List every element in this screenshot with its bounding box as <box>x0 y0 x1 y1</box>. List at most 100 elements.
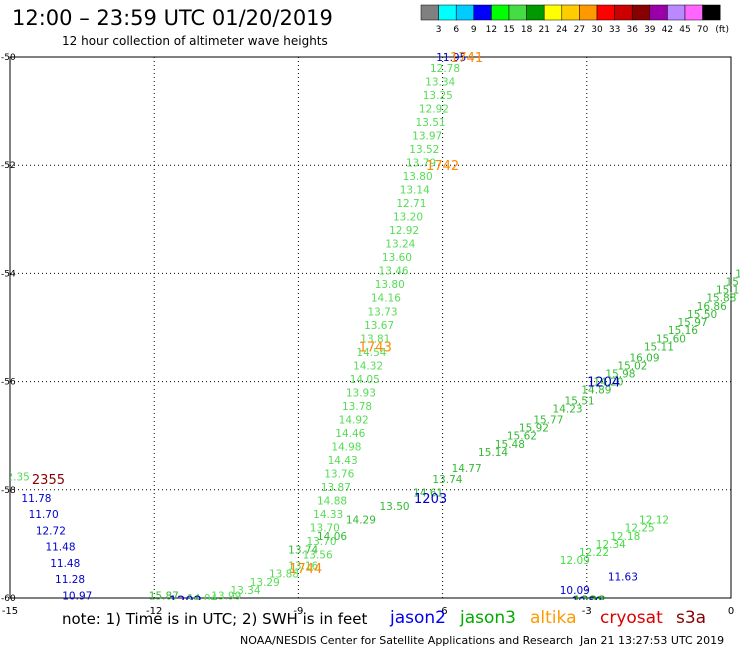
colorbar-swatch <box>438 4 457 21</box>
data-point-label: 14.23 <box>553 404 583 416</box>
data-point-label: 13.34 <box>425 76 455 88</box>
data-point-label: 15.02 <box>617 360 647 372</box>
colorbar-tick-label: 45 <box>679 25 690 35</box>
colorbar-tick-label: 18 <box>521 25 533 35</box>
x-tick-label: -12 <box>146 606 162 617</box>
data-point-label: 15.62 <box>507 431 537 443</box>
data-point-label: 14.92 <box>339 414 369 426</box>
data-point-label: 13.50 <box>380 501 410 513</box>
data-point-label: 13.80 <box>403 171 433 183</box>
footer-note: note: 1) Time is in UTC; 2) SWH is in fe… <box>62 610 368 628</box>
data-point-label: 13.87 <box>321 482 351 494</box>
data-point-label: 12.71 <box>396 198 426 210</box>
colorbar-tick-label: 30 <box>591 25 603 35</box>
data-point-label: 13.76 <box>324 469 354 481</box>
y-tick-label: -52 <box>1 161 16 171</box>
data-point-label: 16.09 <box>629 352 659 364</box>
data-point-label: 15.19 <box>716 285 740 297</box>
x-tick-label: -9 <box>293 606 303 617</box>
data-point-label: 12.72 <box>36 525 66 537</box>
data-point-label: 13.67 <box>364 320 394 332</box>
data-point-label: 14.16 <box>371 293 401 305</box>
legend-jason2: jason2 <box>390 608 446 628</box>
data-point-label: 13.93 <box>346 387 376 399</box>
x-tick-label: -3 <box>582 606 592 617</box>
data-point-label: 13.20 <box>393 212 423 224</box>
data-point-label: 15.48 <box>495 439 525 451</box>
data-point-label: 12.22 <box>579 547 609 559</box>
data-point-label: 13.24 <box>385 239 415 251</box>
colorbar-tick-label: 70 <box>697 25 709 35</box>
colorbar-swatch <box>526 4 545 21</box>
colorbar-tick-label: 36 <box>626 25 638 35</box>
data-point-label: 16.86 <box>697 301 727 313</box>
x-tick-label: -15 <box>2 606 18 617</box>
data-point-label: 15.16 <box>668 325 698 337</box>
colorbar-swatch <box>684 4 703 21</box>
colorbar-swatch <box>508 4 527 21</box>
data-point-label: 12.34 <box>596 539 626 551</box>
colorbar-swatch <box>561 4 580 21</box>
data-point-label: 15.11 <box>644 341 674 353</box>
data-point-label: 11.28 <box>55 574 85 586</box>
data-point-label: 10.97 <box>62 590 92 602</box>
data-point-label: 11.78 <box>21 493 51 505</box>
data-point-label: 13.74 <box>288 544 318 556</box>
data-point-label: 15.50 <box>687 309 717 321</box>
legend-cryosat: cryosat <box>600 608 663 628</box>
colorbar-swatch <box>631 4 651 21</box>
colorbar-tick-label: 15 <box>503 25 514 35</box>
data-point-label: 14.20 <box>593 377 623 389</box>
data-point-label: 13.60 <box>382 252 412 264</box>
data-point-label: 13.34 <box>230 585 260 597</box>
colorbar-swatch <box>702 4 721 21</box>
data-point-label: 14.04 <box>187 593 217 605</box>
colorbar-swatch <box>596 4 615 21</box>
data-point-label: 12.92 <box>419 103 449 115</box>
legend-altika: altika <box>530 608 577 628</box>
data-point-label: 13.29 <box>250 577 280 589</box>
data-point-label: 15.60 <box>656 333 686 345</box>
data-point-label: 15.51 <box>565 396 595 408</box>
colorbar-tick-label: 33 <box>609 25 620 35</box>
chart-title: 12:00 – 23:59 UTC 01/20/2019 <box>12 6 333 30</box>
colorbar-tick-label: 12 <box>486 25 497 35</box>
data-point-label: 13.78 <box>342 401 372 413</box>
colorbar-swatch <box>579 4 598 21</box>
colorbar-tick-label: 3 <box>436 25 442 35</box>
data-point-label: 13.16 <box>288 561 318 573</box>
data-point-label: 14.33 <box>313 509 343 521</box>
time-marker: 1204 <box>587 376 620 391</box>
time-marker: 1744 <box>289 562 322 577</box>
data-point-label: 13.14 <box>400 185 430 197</box>
data-point-label: 11.95 <box>436 52 466 64</box>
x-tick-label: -6 <box>438 606 448 617</box>
y-tick-label: -56 <box>1 378 16 388</box>
data-point-label: 15.88 <box>706 293 736 305</box>
time-marker: 1743 <box>359 340 392 355</box>
data-point-label: 15.14 <box>478 447 508 459</box>
colorbar-tick-label: 27 <box>574 25 585 35</box>
colorbar-swatch <box>491 4 510 21</box>
data-point-label: 12.78 <box>430 63 460 75</box>
time-marker: 1228 <box>573 595 606 610</box>
data-point-label: 14.32 <box>353 360 383 372</box>
data-point-label: 13.97 <box>412 130 442 142</box>
data-point-label: 12.35 <box>0 471 30 483</box>
colorbar-swatch <box>649 4 668 21</box>
colorbar-swatch <box>473 4 492 21</box>
data-point-label: 12.12 <box>639 515 669 527</box>
colorbar-tick-label: 42 <box>662 25 673 35</box>
data-point-label: 12.92 <box>389 225 419 237</box>
data-point-label: 15.97 <box>678 317 708 329</box>
data-point-label: 13.80 <box>375 279 405 291</box>
y-tick-label: -54 <box>1 269 16 279</box>
colorbar-swatch <box>455 4 475 21</box>
time-marker: 1202 <box>169 595 202 610</box>
data-point-label: 11.48 <box>45 542 75 554</box>
data-point-label: 14.05 <box>350 374 380 386</box>
data-point-label: 14.43 <box>328 455 358 467</box>
footer-credit: NOAA/NESDIS Center for Satellite Applica… <box>240 634 574 647</box>
data-point-label: 13.70 <box>310 523 340 535</box>
